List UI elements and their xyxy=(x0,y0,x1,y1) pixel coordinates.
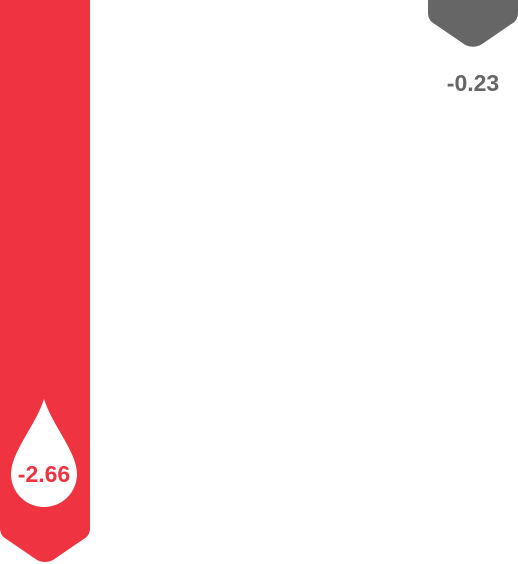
data-label-droplet-0 xyxy=(11,399,77,507)
data-label-0: -2.66 xyxy=(18,461,70,487)
bar-1 xyxy=(428,0,518,47)
data-label-1: -0.23 xyxy=(447,70,499,96)
bar-0 xyxy=(0,0,90,562)
labels-group: -2.66 -0.23 xyxy=(11,70,499,507)
